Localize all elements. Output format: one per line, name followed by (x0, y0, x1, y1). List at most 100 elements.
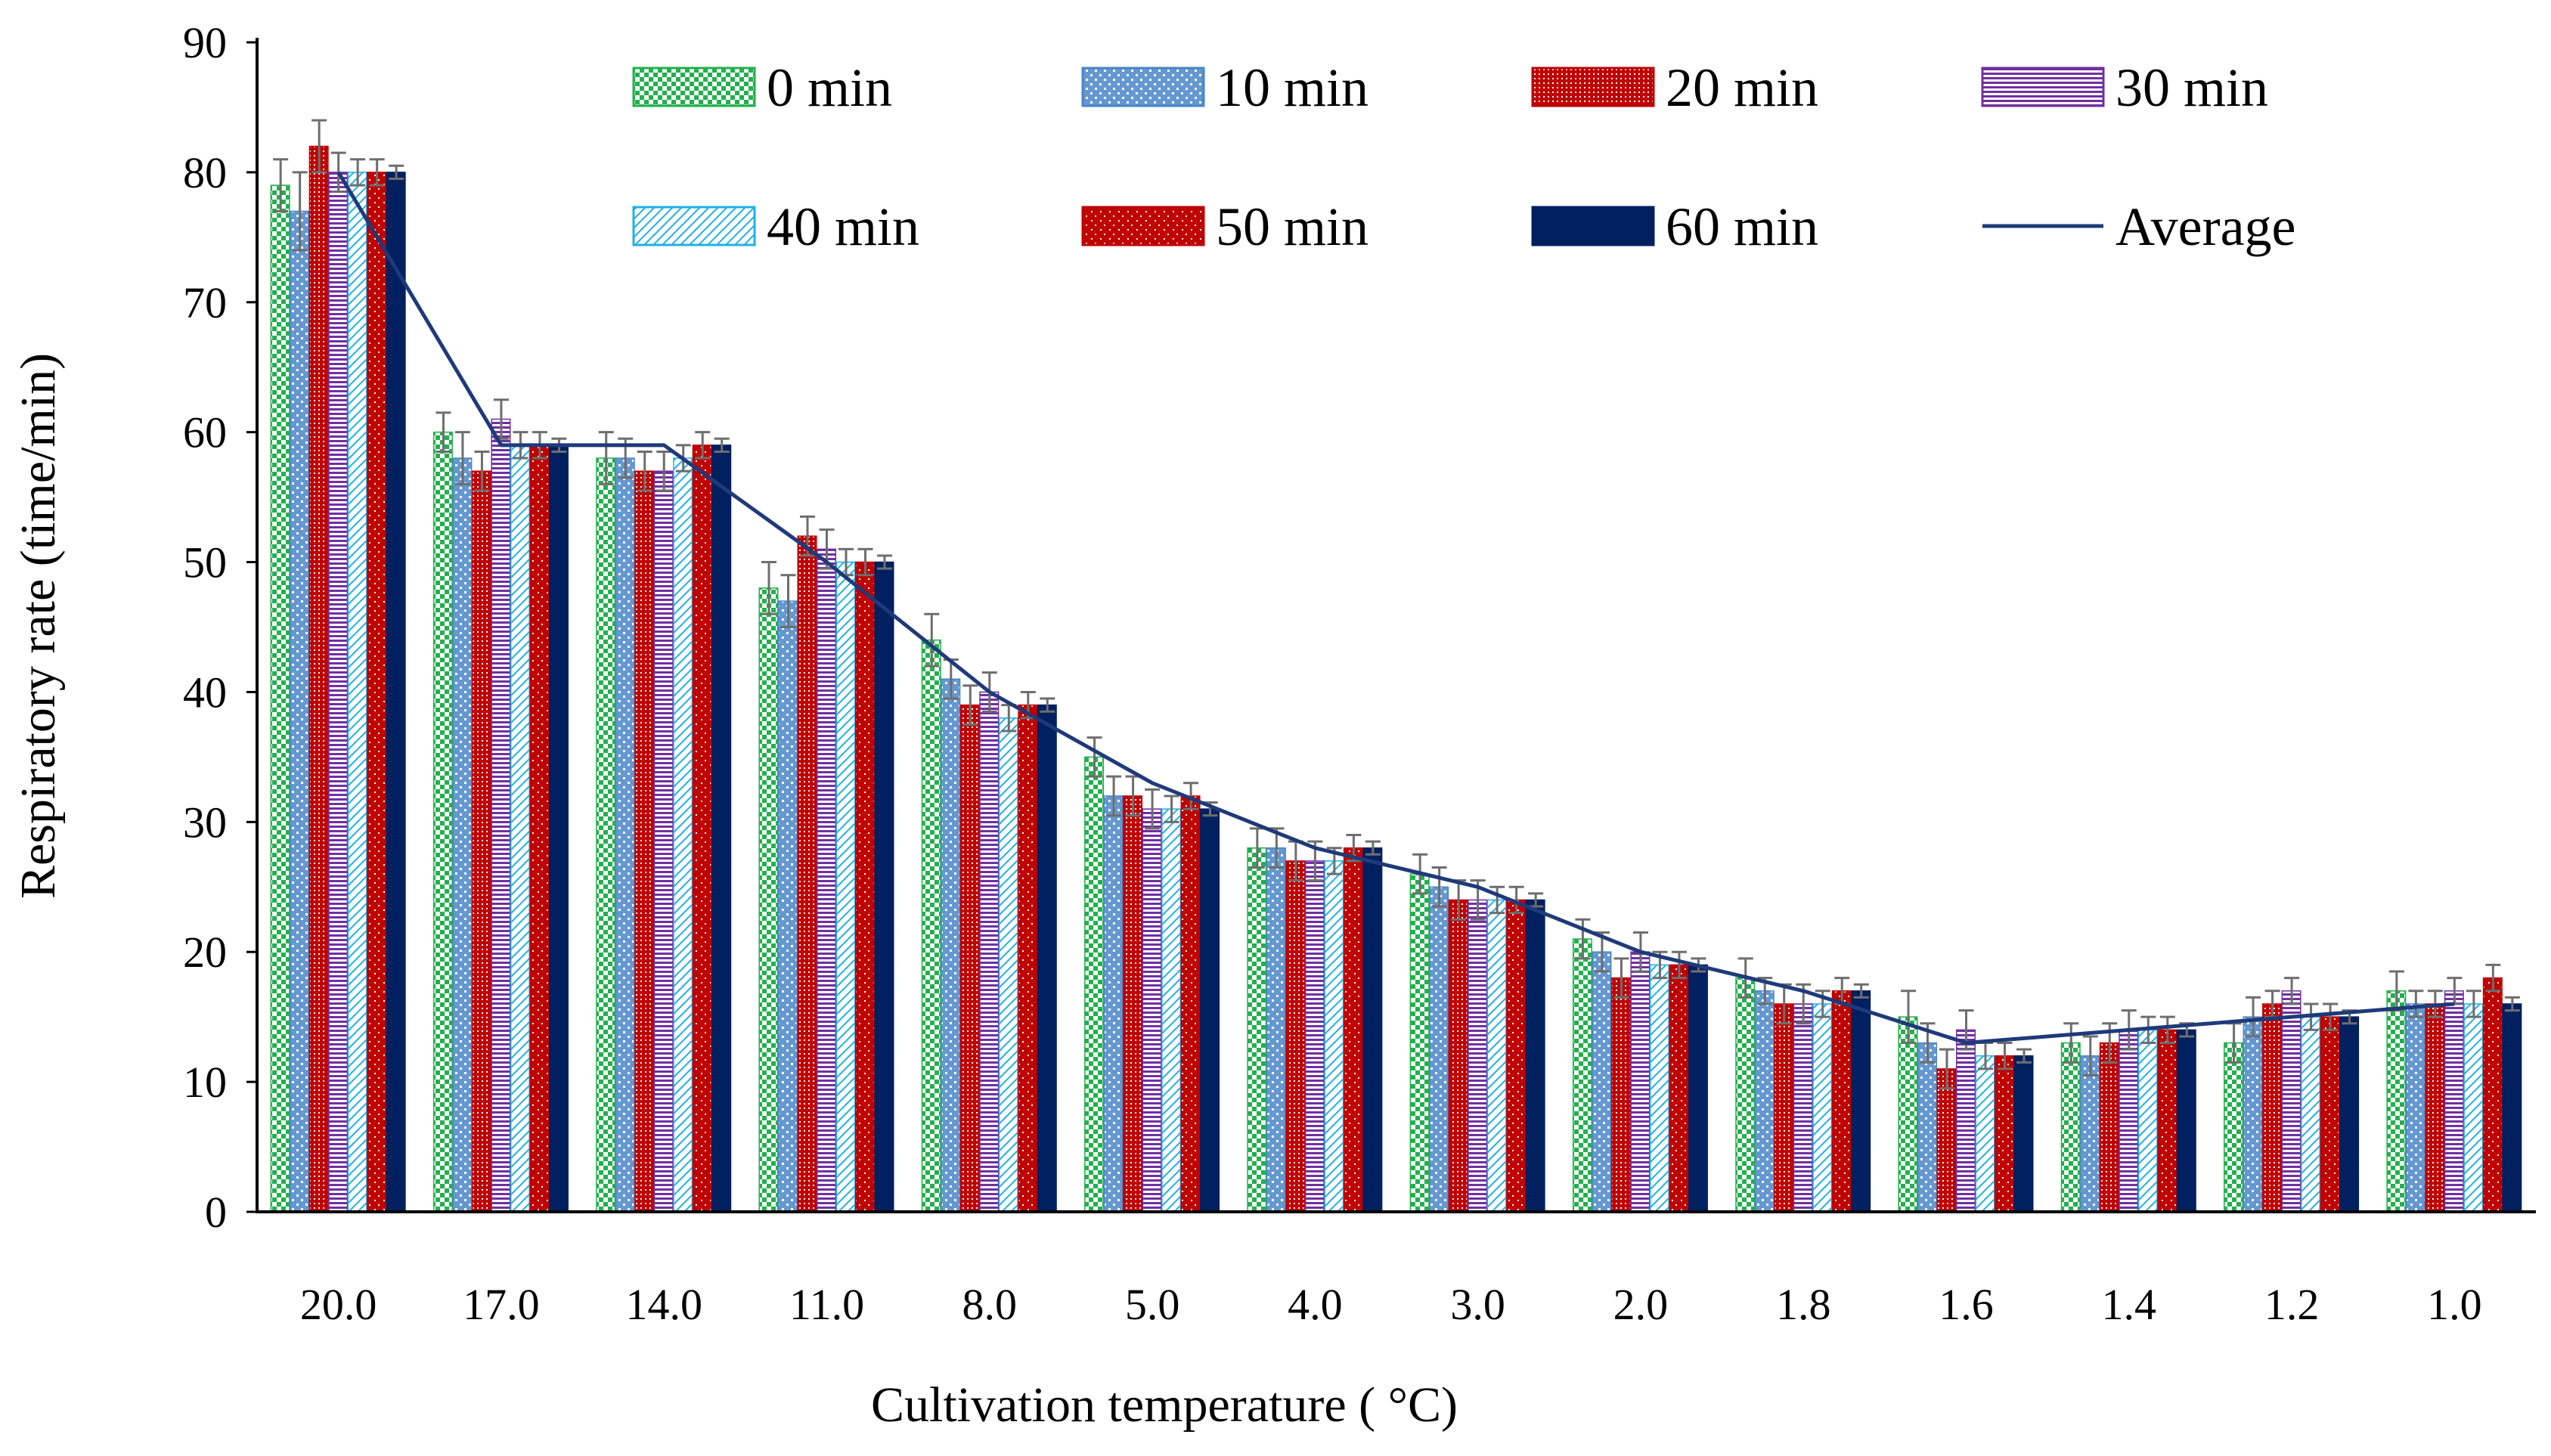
bar-20-min-17.0 (471, 470, 491, 1213)
bar-10-min-8.0 (941, 678, 961, 1213)
error-bar (1086, 736, 1102, 778)
bar-30-min-14.0 (653, 470, 674, 1213)
bar-10-min-3.0 (1429, 886, 1449, 1213)
legend-label: 0 min (767, 57, 892, 118)
error-bar (1671, 950, 1687, 980)
bar-0-min-1.2 (2224, 1042, 2244, 1213)
legend-label: Average (2116, 197, 2296, 257)
bar-50-min-2.0 (1669, 964, 1689, 1213)
bar-40-min-1.8 (1812, 1003, 1833, 1213)
bar-60-min-14.0 (711, 445, 732, 1213)
bar-30-min-2.0 (1630, 951, 1651, 1213)
error-bar (1939, 1048, 1954, 1090)
bar-30-min-17.0 (491, 418, 511, 1213)
bar-40-min-1.0 (2463, 1003, 2484, 1213)
bar-40-min-5.0 (1161, 808, 1182, 1213)
bar-60-min-1.4 (2176, 1029, 2196, 1213)
x-tick-label: 8.0 (962, 1280, 1018, 1329)
bar-20-min-5.0 (1123, 795, 1143, 1213)
error-bar (1365, 840, 1381, 856)
x-tick-label: 3.0 (1450, 1280, 1505, 1329)
y-tick-label: 60 (183, 408, 227, 457)
bar-60-min-11.0 (874, 561, 894, 1213)
error-bar (2323, 1002, 2339, 1031)
error-bar (1145, 788, 1161, 830)
bar-0-min-1.4 (2060, 1042, 2081, 1213)
legend-swatch (1981, 67, 2105, 107)
bar-10-min-1.0 (2405, 1003, 2425, 1213)
bar-20-min-4.0 (1285, 860, 1306, 1213)
bar-30-min-20.0 (328, 172, 349, 1213)
x-tick-label: 4.0 (1288, 1280, 1343, 1329)
error-bar (1269, 827, 1285, 869)
legend-label: 50 min (1216, 197, 1368, 257)
bar-10-min-1.2 (2243, 1016, 2263, 1213)
error-bar (312, 119, 327, 174)
legend-swatch (1531, 206, 1655, 246)
x-tick-label: 11.0 (789, 1280, 864, 1329)
x-tick-label: 1.8 (1776, 1280, 1831, 1329)
legend-item-60-min: 60 min (1531, 197, 1818, 257)
bar-30-min-8.0 (979, 691, 1000, 1213)
error-bar (1594, 931, 1610, 973)
error-bar (2159, 1015, 2175, 1045)
bar-50-min-1.2 (2320, 1016, 2340, 1213)
bar-60-min-2.0 (1688, 964, 1708, 1213)
error-bar (292, 171, 308, 252)
bar-0-min-2.0 (1572, 938, 1592, 1213)
legend-item-30-min: 30 min (1981, 57, 2268, 118)
bar-30-min-1.2 (2281, 990, 2301, 1213)
x-tick-label: 17.0 (463, 1280, 540, 1329)
legend-label: 30 min (2116, 57, 2268, 118)
y-tick-label: 20 (183, 928, 227, 977)
bar-50-min-1.8 (1831, 990, 1852, 1213)
bar-30-min-1.8 (1793, 1003, 1813, 1213)
bar-0-min-17.0 (432, 431, 453, 1213)
legend-item-40-min: 40 min (632, 197, 919, 257)
bar-10-min-4.0 (1266, 847, 1286, 1213)
x-tick-label: 14.0 (625, 1280, 702, 1329)
error-bar (1431, 866, 1447, 908)
bar-10-min-5.0 (1103, 795, 1124, 1213)
error-bar (857, 547, 873, 577)
y-tick-label: 80 (183, 148, 227, 197)
bar-50-min-1.6 (1995, 1055, 2014, 1213)
bar-20-min-1.2 (2262, 1003, 2283, 1213)
bar-10-min-1.8 (1754, 990, 1775, 1213)
x-tick-label: 1.0 (2427, 1280, 2482, 1329)
error-bar (2082, 1035, 2098, 1077)
y-tick-label: 0 (205, 1188, 227, 1237)
bar-30-min-3.0 (1468, 899, 1488, 1213)
error-bar (350, 158, 366, 187)
legend-swatch (632, 67, 756, 107)
legend-label: 10 min (1216, 57, 1368, 118)
bar-30-min-11.0 (817, 548, 836, 1213)
x-tick-label: 1.4 (2102, 1280, 2157, 1329)
bar-40-min-17.0 (510, 445, 530, 1213)
error-bar (877, 554, 892, 570)
x-tick-label: 1.6 (1939, 1280, 1994, 1329)
x-tick-label: 1.2 (2264, 1280, 2320, 1329)
error-bar (1164, 795, 1179, 823)
y-tick-label: 50 (183, 538, 227, 587)
bar-30-min-1.0 (2444, 990, 2464, 1213)
bar-0-min-3.0 (1409, 873, 1430, 1213)
bar-40-min-4.0 (1324, 860, 1344, 1213)
error-bar (1575, 918, 1591, 960)
bar-40-min-1.2 (2301, 1016, 2321, 1213)
bar-10-min-17.0 (452, 457, 473, 1213)
error-bar (2246, 996, 2261, 1038)
y-tick-label: 70 (183, 278, 227, 327)
error-bar (695, 431, 711, 460)
y-axis-title: Respiratory rate (time/min) (11, 353, 66, 899)
error-bar (2063, 1022, 2079, 1064)
x-tick-label: 5.0 (1125, 1280, 1180, 1329)
bar-40-min-8.0 (998, 717, 1018, 1213)
bar-10-min-1.6 (1917, 1042, 1937, 1213)
bar-20-min-11.0 (797, 535, 817, 1213)
bar-20-min-8.0 (959, 704, 980, 1213)
error-bar (1508, 885, 1524, 915)
legend-item-50-min: 50 min (1081, 197, 1368, 257)
x-tick-label: 2.0 (1613, 1280, 1669, 1329)
error-bar (598, 431, 614, 485)
